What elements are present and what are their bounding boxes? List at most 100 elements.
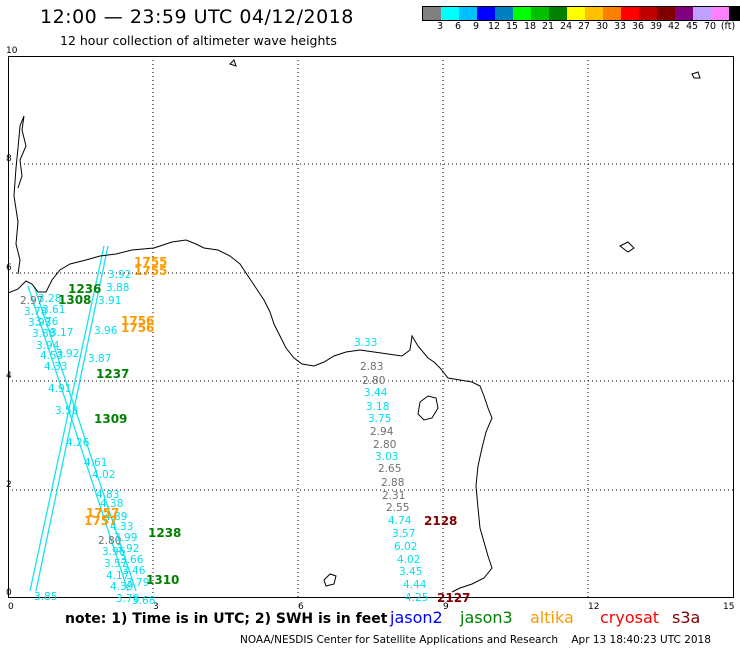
- legend-swatch: [639, 7, 657, 20]
- y-tick-label: 8: [6, 154, 12, 165]
- legend-label: (ft): [720, 21, 736, 32]
- wave-height-value: 4.33: [110, 521, 134, 533]
- footer-credit: NOAA/NESDIS Center for Satellite Applica…: [240, 634, 711, 646]
- wave-height-value: 3.33: [354, 337, 378, 349]
- note-text: note: 1) Time is in UTC; 2) SWH is in fe…: [65, 611, 388, 627]
- satellite-name-jason3: jason3: [460, 608, 513, 627]
- pass-time-label: 1756: [121, 321, 155, 335]
- wave-height-value: 3.57: [392, 528, 416, 540]
- legend-swatch: [603, 7, 621, 20]
- wave-height-value: 4.89: [104, 511, 128, 523]
- wave-height-value: 2.94: [370, 426, 394, 438]
- wave-height-value: 4.02: [397, 554, 421, 566]
- legend-label: 70: [703, 21, 717, 32]
- x-tick-label: 15: [723, 602, 735, 612]
- map-subtitle: 12 hour collection of altimeter wave hei…: [60, 33, 337, 48]
- legend-label: 30: [595, 21, 609, 32]
- wave-height-value: 2.80: [373, 439, 397, 451]
- wave-height-value: 3.57: [104, 558, 128, 570]
- satellite-name-altika: altika: [530, 608, 574, 627]
- wave-height-value: 4.83: [96, 489, 120, 501]
- map-title: 12:00 — 23:59 UTC 04/12/2018: [40, 6, 354, 28]
- wave-height-value: 3.76: [35, 316, 59, 328]
- wave-height-value: 4.39: [110, 581, 134, 593]
- legend-swatch: [423, 7, 441, 20]
- wave-height-value: 4.02: [92, 469, 116, 481]
- pass-time-label: 2128: [424, 514, 458, 528]
- legend-label: 18: [523, 21, 537, 32]
- legend-label: 27: [577, 21, 591, 32]
- wave-height-value: 3.44: [364, 387, 388, 399]
- wave-height-value: 3.92: [56, 348, 80, 360]
- wave-height-value: 2.65: [378, 463, 402, 475]
- pass-time-label: 1757: [86, 506, 120, 520]
- island-east-1: [619, 241, 635, 253]
- wave-height-value: 2.80: [362, 375, 386, 387]
- wave-height-value: 3.94: [36, 340, 60, 352]
- legend-swatch: [693, 7, 711, 20]
- legend-label: 12: [487, 21, 501, 32]
- wave-height-value: 3.91: [98, 295, 122, 307]
- color-scale-labels: 3 6 9 12 15 18 21 24 27 30 33 36 39 42 45 70 (ft): [422, 21, 740, 33]
- wave-height-value: 2.97: [20, 295, 44, 307]
- island-east-2: [691, 71, 701, 79]
- wave-height-value: 4.38: [100, 498, 124, 510]
- wave-height-value: 3.78: [24, 306, 48, 318]
- wave-height-value: 3.92: [116, 543, 140, 555]
- wave-height-value: 2.31: [382, 490, 406, 502]
- y-tick-label: 6: [6, 262, 12, 273]
- wave-height-value: 3.61: [42, 304, 66, 316]
- x-tick-label: 12: [588, 602, 600, 612]
- legend-swatch: [711, 7, 729, 20]
- legend-label: 15: [505, 21, 519, 32]
- x-tick-label: 9: [443, 602, 449, 612]
- wave-height-value: 4.17: [106, 570, 130, 582]
- legend-label: 24: [559, 21, 573, 32]
- legend-swatch: [477, 7, 495, 20]
- legend-label: 45: [685, 21, 699, 32]
- legend-swatch: [675, 7, 693, 20]
- legend-label: 6: [454, 21, 462, 32]
- satellite-tracks: [27, 245, 137, 592]
- wave-height-value: 3.03: [375, 451, 399, 463]
- wave-height-value: 3.46: [122, 565, 146, 577]
- pass-time-label: 1236: [68, 282, 102, 296]
- wave-height-value: 2.88: [381, 477, 405, 489]
- legend-swatch: [621, 7, 639, 20]
- legend-swatch: [729, 7, 740, 20]
- wave-height-value: 4.25: [405, 592, 429, 604]
- pass-time-label: 1755: [134, 255, 168, 269]
- wave-height-value: 4.33: [44, 361, 68, 373]
- wave-height-value: 3.78: [116, 593, 140, 605]
- wave-height-value: 4.74: [388, 515, 412, 527]
- island-cay: [323, 573, 337, 587]
- y-tick-label: 10: [6, 46, 18, 56]
- pass-time-label: 1310: [146, 573, 180, 587]
- pass-time-label: 1309: [94, 412, 128, 426]
- wave-height-value: 3.93: [28, 317, 52, 329]
- legend-swatch: [495, 7, 513, 20]
- wave-height-value: 3.92: [108, 269, 132, 281]
- wave-height-value: 3.96: [94, 325, 118, 337]
- coastline: [8, 59, 701, 593]
- y-tick-label: 0: [6, 588, 12, 598]
- legend-swatch: [531, 7, 549, 20]
- x-tick-label: 3: [153, 602, 159, 612]
- legend-swatch: [567, 7, 585, 20]
- grid-lines: [8, 56, 734, 598]
- legend-swatch: [513, 7, 531, 20]
- island-small-north: [229, 59, 237, 67]
- pass-time-label: 1757: [84, 514, 118, 528]
- y-tick-label: 2: [6, 479, 12, 490]
- pass-time-label: 1237: [96, 367, 130, 381]
- wave-height-value: 4.53: [40, 350, 64, 362]
- wave-height-value: 3.99: [114, 532, 138, 544]
- wave-height-value: 3.68: [132, 595, 156, 607]
- legend-label: 3: [436, 21, 444, 32]
- pass-time-label: 1238: [148, 526, 182, 540]
- wave-height-value: 3.79: [126, 577, 150, 589]
- wave-height-value: 6.02: [394, 541, 418, 553]
- satellite-name-jason2: jason2: [390, 608, 443, 627]
- lake-okeechobee: [417, 395, 439, 421]
- wave-height-value: 3.66: [120, 554, 144, 566]
